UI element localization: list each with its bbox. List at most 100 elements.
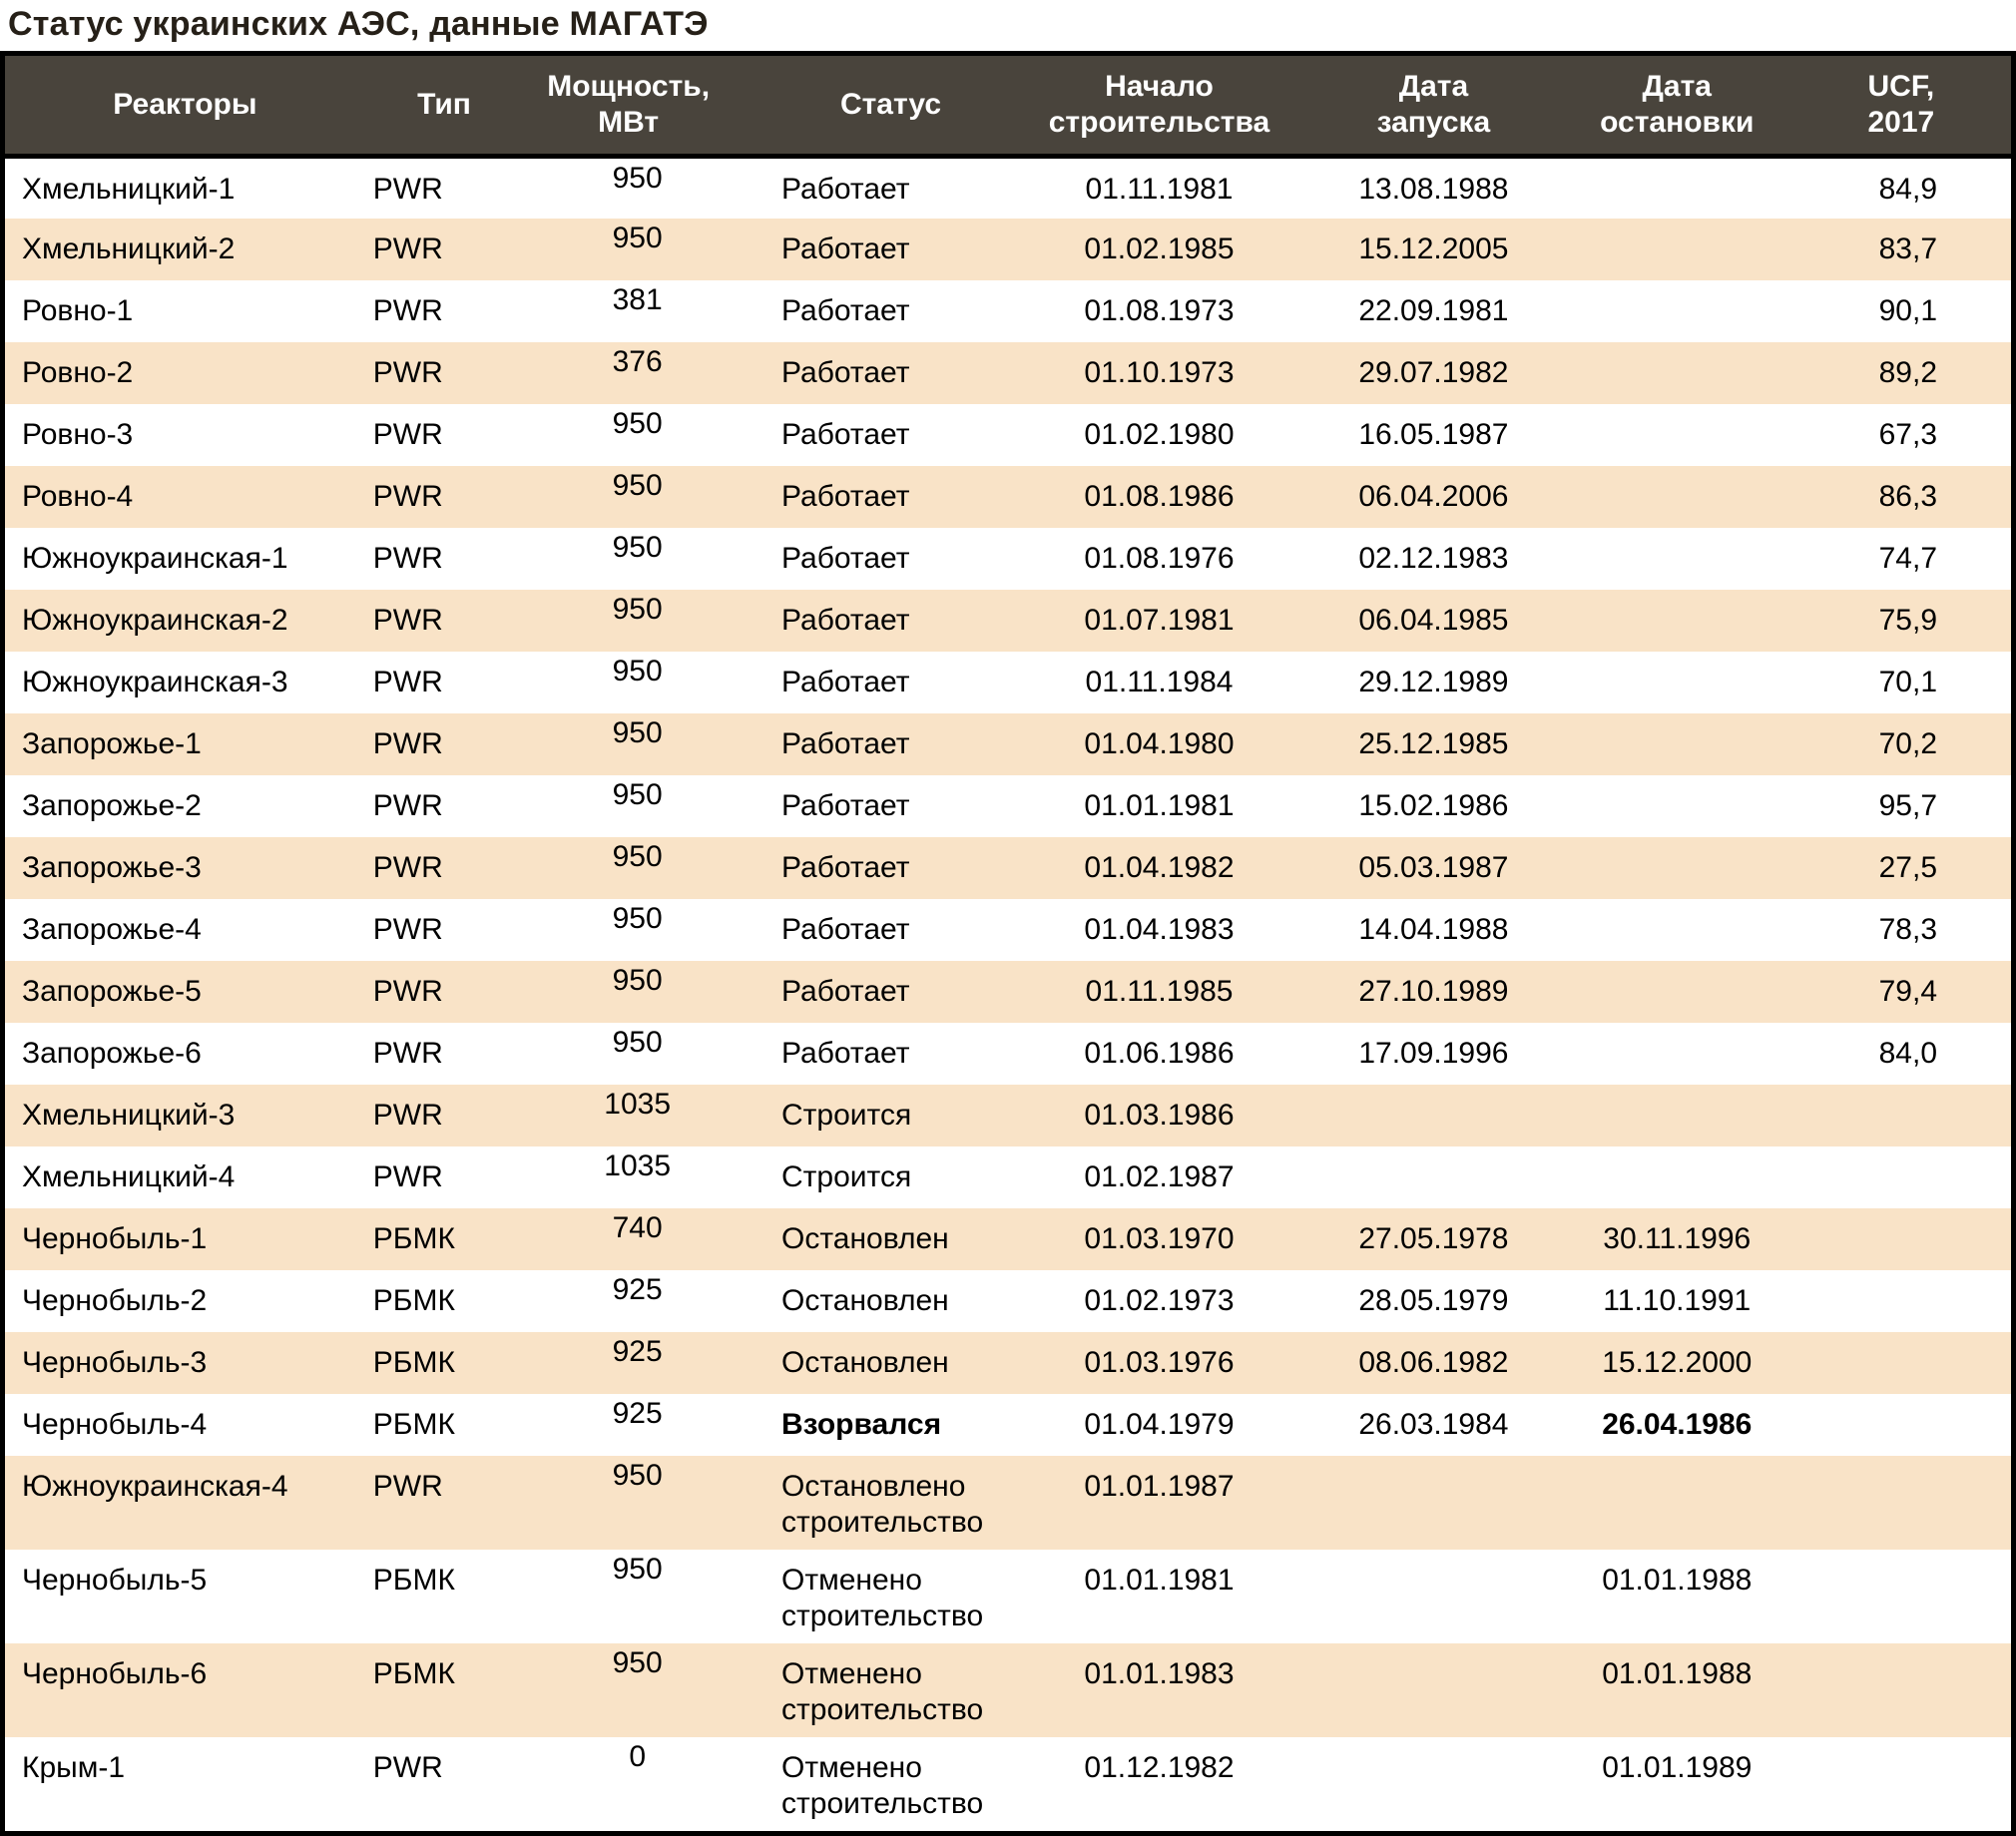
table-row: Запорожье-4 PWR 950 Работает 01.04.1983 14.04… — [2, 898, 2014, 961]
cell-stop — [1562, 651, 1791, 713]
cell-launch: 05.03.1987 — [1303, 836, 1563, 899]
table-row: Ровно-1 PWR 381 Работает 01.08.1973 22.09.198… — [2, 279, 2014, 342]
cell-stop: 01.01.1988 — [1562, 1642, 1791, 1737]
cell-power: 950 — [523, 836, 735, 899]
cell-name: Запорожье-2 — [2, 774, 365, 837]
cell-stop — [1562, 1084, 1791, 1147]
cell-name: Чернобыль-3 — [2, 1331, 365, 1394]
cell-power: 0 — [523, 1736, 735, 1833]
cell-name: Чернобыль-5 — [2, 1549, 365, 1643]
cell-status: Строится — [734, 1084, 1014, 1147]
column-header-start: Начало строительства — [1013, 53, 1304, 159]
cell-start: 01.08.1976 — [1013, 527, 1304, 590]
cell-name: Ровно-1 — [2, 279, 365, 342]
cell-launch: 08.06.1982 — [1303, 1331, 1563, 1394]
cell-type: PWR — [364, 1455, 524, 1550]
table-row: Запорожье-2 PWR 950 Работает 01.01.1981 15.02… — [2, 774, 2014, 837]
cell-power: 950 — [523, 1455, 735, 1550]
cell-type: PWR — [364, 403, 524, 466]
cell-launch — [1303, 1455, 1563, 1550]
cell-type: РБМК — [364, 1331, 524, 1394]
cell-power: 925 — [523, 1331, 735, 1394]
cell-name: Южноукраинская-4 — [2, 1455, 365, 1550]
cell-launch — [1303, 1736, 1563, 1833]
column-header-status: Статус — [734, 53, 1014, 159]
cell-power: 950 — [523, 960, 735, 1023]
column-header-name: Реакторы — [2, 53, 365, 159]
cell-stop: 01.01.1988 — [1562, 1549, 1791, 1643]
table-header: Реакторы Тип Мощность, МВт Статус Начало стр… — [2, 53, 2014, 159]
cell-type: PWR — [364, 1146, 524, 1208]
cell-power: 950 — [523, 156, 735, 219]
cell-name: Запорожье-3 — [2, 836, 365, 899]
cell-power: 950 — [523, 712, 735, 775]
table-row: Хмельницкий-4 PWR 1035 Строится 01.02.1987 — [2, 1146, 2014, 1208]
cell-launch — [1303, 1642, 1563, 1737]
cell-power: 950 — [523, 651, 735, 713]
cell-start: 01.02.1980 — [1013, 403, 1304, 466]
column-header-type: Тип — [364, 53, 524, 159]
cell-status: Взорвался — [734, 1393, 1014, 1456]
cell-name: Хмельницкий-4 — [2, 1146, 365, 1208]
cell-name: Запорожье-1 — [2, 712, 365, 775]
cell-ucf: 78,3 — [1790, 898, 2014, 961]
cell-status: Работает — [734, 1022, 1014, 1085]
table-row: Южноукраинская-2 PWR 950 Работает 01.07.1981… — [2, 589, 2014, 652]
cell-power: 950 — [523, 403, 735, 466]
cell-status: Работает — [734, 341, 1014, 404]
cell-power: 950 — [523, 218, 735, 280]
table-row: Запорожье-3 PWR 950 Работает 01.04.1982 05.03… — [2, 836, 2014, 899]
cell-type: PWR — [364, 1022, 524, 1085]
cell-type: PWR — [364, 465, 524, 528]
cell-start: 01.02.1985 — [1013, 218, 1304, 280]
table-body: Хмельницкий-1 PWR 950 Работает 01.11.1981 13.… — [2, 156, 2014, 1833]
cell-start: 01.04.1982 — [1013, 836, 1304, 899]
cell-launch: 15.12.2005 — [1303, 218, 1563, 280]
cell-status: Отменено строительство — [734, 1549, 1014, 1643]
cell-stop — [1562, 279, 1791, 342]
cell-type: PWR — [364, 774, 524, 837]
cell-ucf: 27,5 — [1790, 836, 2014, 899]
cell-status: Отменено строительство — [734, 1736, 1014, 1833]
cell-type: PWR — [364, 589, 524, 652]
cell-name: Ровно-3 — [2, 403, 365, 466]
cell-launch — [1303, 1084, 1563, 1147]
table-row: Южноукраинская-1 PWR 950 Работает 01.08.1976… — [2, 527, 2014, 590]
cell-stop: 11.10.1991 — [1562, 1269, 1791, 1332]
column-header-stop: Дата остановки — [1562, 53, 1791, 159]
cell-stop: 01.01.1989 — [1562, 1736, 1791, 1833]
cell-power: 1035 — [523, 1146, 735, 1208]
table-row: Чернобыль-1 РБМК 740 Остановлен 01.03.1970 27… — [2, 1207, 2014, 1270]
cell-start: 01.10.1973 — [1013, 341, 1304, 404]
cell-ucf: 70,2 — [1790, 712, 2014, 775]
table-row: Хмельницкий-1 PWR 950 Работает 01.11.1981 13.… — [2, 156, 2014, 219]
cell-stop — [1562, 527, 1791, 590]
cell-status: Остановлен — [734, 1207, 1014, 1270]
cell-status: Остановлен — [734, 1269, 1014, 1332]
cell-power: 950 — [523, 898, 735, 961]
cell-stop: 26.04.1986 — [1562, 1393, 1791, 1456]
cell-launch: 06.04.2006 — [1303, 465, 1563, 528]
cell-status: Отменено строительство — [734, 1642, 1014, 1737]
cell-start: 01.03.1986 — [1013, 1084, 1304, 1147]
cell-ucf: 83,7 — [1790, 218, 2014, 280]
cell-ucf — [1790, 1549, 2014, 1643]
cell-ucf — [1790, 1207, 2014, 1270]
cell-ucf — [1790, 1331, 2014, 1394]
cell-launch: 13.08.1988 — [1303, 156, 1563, 219]
cell-ucf — [1790, 1269, 2014, 1332]
cell-status: Работает — [734, 589, 1014, 652]
cell-launch: 29.07.1982 — [1303, 341, 1563, 404]
cell-start: 01.11.1981 — [1013, 156, 1304, 219]
cell-start: 01.07.1981 — [1013, 589, 1304, 652]
cell-power: 925 — [523, 1393, 735, 1456]
cell-start: 01.06.1986 — [1013, 1022, 1304, 1085]
cell-status: Работает — [734, 403, 1014, 466]
cell-start: 01.08.1973 — [1013, 279, 1304, 342]
table-row: Запорожье-5 PWR 950 Работает 01.11.1985 27.10… — [2, 960, 2014, 1023]
cell-type: PWR — [364, 960, 524, 1023]
page-title: Статус украинских АЭС, данные МАГАТЭ — [8, 5, 709, 43]
table-row: Чернобыль-2 РБМК 925 Остановлен 01.02.1973 28… — [2, 1269, 2014, 1332]
cell-launch — [1303, 1146, 1563, 1208]
cell-launch: 16.05.1987 — [1303, 403, 1563, 466]
